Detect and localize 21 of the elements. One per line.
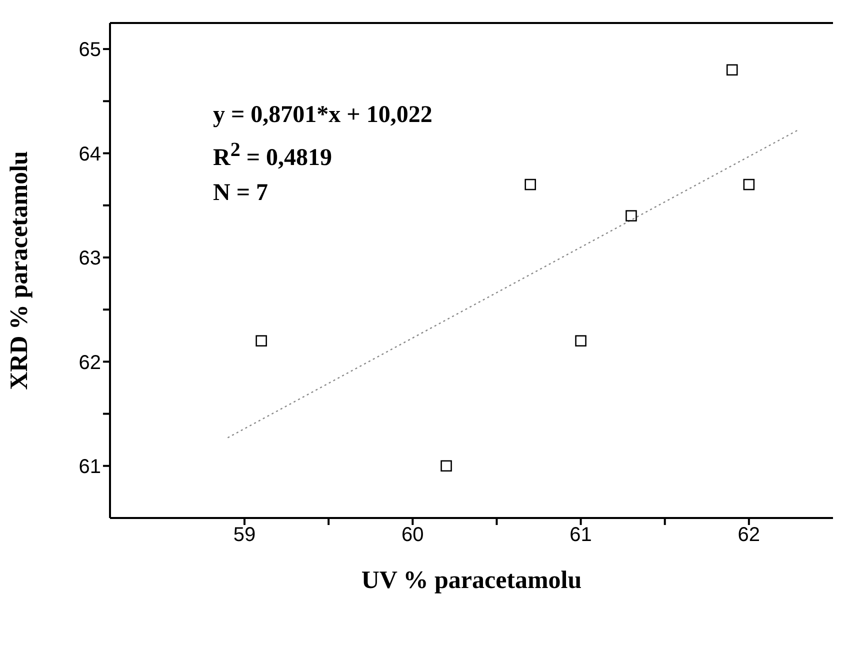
x-tick-label: 62 (738, 524, 760, 546)
y-axis-title: XRD % paracetamolu (6, 150, 33, 390)
point (575, 335, 586, 346)
annotation: y = 0,8701*x + 10,022 (213, 101, 432, 130)
y-tick-label: 64 (78, 143, 101, 166)
point (256, 335, 267, 346)
point (524, 178, 536, 190)
y-tick-label: 61 (78, 456, 101, 478)
point (440, 460, 452, 472)
point (626, 210, 637, 222)
x-tick-label: 59 (233, 524, 256, 546)
x-tick-label: 61 (570, 524, 592, 546)
y-tick-label: 62 (78, 352, 101, 374)
annotation: R$^{2}$ = 0,4819 (213, 138, 334, 173)
point (726, 64, 738, 76)
x-tick-label: 60 (402, 524, 424, 546)
point (743, 178, 755, 190)
annotation: N = 7 (213, 179, 270, 208)
x-axis-title: UV % paracetamolu (361, 567, 582, 594)
y-tick-label: 63 (78, 248, 101, 270)
y-tick-label: 65 (78, 39, 101, 62)
